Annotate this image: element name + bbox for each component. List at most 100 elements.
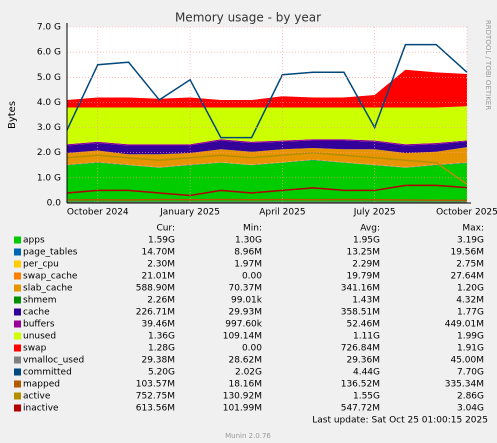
legend-stat: 3.19G xyxy=(457,236,484,246)
legend-swatch xyxy=(14,248,21,256)
legend-column-header: Cur: xyxy=(156,224,175,234)
legend-swatch xyxy=(14,392,21,400)
legend-label: mapped xyxy=(23,380,60,390)
legend-label: vmalloc_used xyxy=(23,356,84,366)
legend-stat: 5.20G xyxy=(148,368,175,378)
area xyxy=(67,106,467,145)
y-axis-label: Bytes xyxy=(7,101,18,129)
legend-stat: 28.62M xyxy=(228,356,262,366)
legend-stat: 1.36G xyxy=(148,332,175,342)
legend-stat: 29.38M xyxy=(141,356,175,366)
legend-label: committed xyxy=(23,368,72,378)
legend-label: swap_cache xyxy=(23,272,78,282)
legend-stat: 547.72M xyxy=(341,404,380,414)
legend-stat: 358.51M xyxy=(341,308,380,318)
area xyxy=(67,69,467,108)
legend-stat: 52.46M xyxy=(346,320,380,330)
legend-stat: 588.90M xyxy=(136,284,175,294)
legend-stat: 39.46M xyxy=(141,320,175,330)
legend-stat: 1.28G xyxy=(148,344,175,354)
legend-stat: 29.93M xyxy=(228,308,262,318)
legend-swatch xyxy=(14,320,21,328)
legend-stat: 14.70M xyxy=(141,248,175,258)
legend-swatch xyxy=(14,272,21,280)
legend-column-header: Min: xyxy=(243,224,262,234)
line xyxy=(66,198,468,202)
area xyxy=(67,159,467,168)
legend-stat: 2.30M xyxy=(147,260,175,270)
legend-swatch xyxy=(14,344,21,352)
legend-label: swap xyxy=(23,344,47,354)
x-tick-label: January 2025 xyxy=(159,208,220,218)
x-tick-label: July 2025 xyxy=(353,208,396,218)
legend-stat: 4.44G xyxy=(353,368,380,378)
legend-stat: 341.16M xyxy=(341,284,380,294)
y-tick-label: 7.0 G xyxy=(37,23,61,33)
legend-swatch xyxy=(14,260,21,268)
legend-stat: 19.79M xyxy=(346,272,380,282)
legend-stat: 1.99G xyxy=(457,332,484,342)
legend-stat: 2.75M xyxy=(456,260,484,270)
legend-stat: 8.96M xyxy=(234,248,262,258)
legend-swatch xyxy=(14,308,21,316)
legend-label: slab_cache xyxy=(23,284,73,294)
legend-stat: 613.56M xyxy=(136,404,175,414)
legend-stat: 29.36M xyxy=(346,356,380,366)
legend-stat: 2.02G xyxy=(235,368,262,378)
area xyxy=(67,159,467,168)
legend-swatch xyxy=(14,296,21,304)
side-label: RRDTOOL / TOBI OETIKER xyxy=(484,20,492,110)
legend-stat: 21.01M xyxy=(141,272,175,282)
y-tick-label: 0.0 xyxy=(47,199,62,209)
x-tick-label: April 2025 xyxy=(259,208,305,218)
legend-stat: 1.77G xyxy=(457,308,484,318)
legend-swatch xyxy=(14,356,21,364)
legend-stat: 103.57M xyxy=(136,380,175,390)
legend-column-header: Max: xyxy=(462,224,484,234)
line xyxy=(66,43,468,139)
legend-stat: 449.01M xyxy=(445,320,484,330)
legend-label: cache xyxy=(23,308,50,318)
legend-stat: 752.75M xyxy=(136,392,175,402)
legend-swatch xyxy=(14,368,21,376)
legend-label: inactive xyxy=(23,404,59,414)
legend-stat: 109.14M xyxy=(223,332,262,342)
legend-label: page_tables xyxy=(23,248,78,258)
legend-stat: 1.30G xyxy=(235,236,262,246)
legend-stat: 0.00 xyxy=(242,344,262,354)
legend-stat: 1.43M xyxy=(352,296,380,306)
y-tick-label: 3.0 G xyxy=(37,123,61,133)
legend-label: apps xyxy=(23,236,45,246)
legend-swatch xyxy=(14,332,21,340)
legend-stat: 1.59G xyxy=(148,236,175,246)
legend-stat: 27.64M xyxy=(450,272,484,282)
legend-stat: 101.99M xyxy=(223,404,262,414)
legend-stat: 2.86G xyxy=(457,392,484,402)
legend-stat: 18.16M xyxy=(228,380,262,390)
line xyxy=(66,184,468,197)
y-tick-label: 2.0 G xyxy=(37,148,61,158)
area xyxy=(67,159,467,168)
x-tick-label: October 2025 xyxy=(436,208,497,218)
y-tick-label: 5.0 G xyxy=(37,73,61,83)
legend-swatch xyxy=(14,404,21,412)
legend-stat: 45.00M xyxy=(450,356,484,366)
legend-label: active xyxy=(23,392,51,402)
legend-stat: 226.71M xyxy=(136,308,175,318)
area xyxy=(67,160,467,203)
legend-swatch xyxy=(14,380,21,388)
legend-stat: 2.29M xyxy=(352,260,380,270)
legend-stat: 136.52M xyxy=(341,380,380,390)
legend-stat: 1.95G xyxy=(353,236,380,246)
y-tick-label: 4.0 G xyxy=(37,98,61,108)
area xyxy=(67,140,467,155)
legend-stat: 726.84M xyxy=(341,344,380,354)
legend-stat: 13.25M xyxy=(346,248,380,258)
legend-stat: 7.70G xyxy=(457,368,484,378)
legend-swatch xyxy=(14,236,21,244)
legend-stat: 1.20G xyxy=(457,284,484,294)
legend-label: buffers xyxy=(23,320,55,330)
legend-stat: 99.01k xyxy=(231,296,263,306)
legend-stat: 2.26M xyxy=(147,296,175,306)
